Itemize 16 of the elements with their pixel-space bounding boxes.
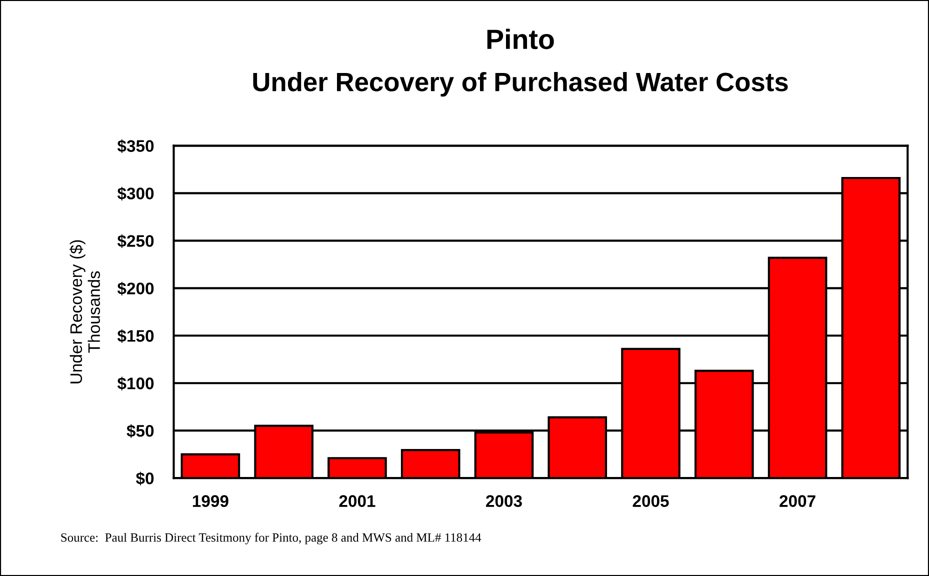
y-tick-label: $200 bbox=[117, 282, 154, 296]
x-tick-label: 2001 bbox=[339, 495, 376, 507]
y-tick-label: $250 bbox=[117, 234, 154, 248]
y-tick-label: $0 bbox=[136, 472, 154, 486]
x-tick-label: 2005 bbox=[632, 495, 669, 507]
x-tick-label: 2003 bbox=[486, 495, 522, 508]
y-tick-label: $150 bbox=[117, 329, 154, 343]
chart-title: Pinto Under Recovery of Purchased Water Costs bbox=[253, 28, 788, 97]
y-tick-label: $350 bbox=[117, 139, 154, 154]
y-tick-label: $300 bbox=[117, 186, 154, 200]
source-note: Source: Paul Burris Direct Tesitmony for Pinto, page 8 and MWS and ML# 118144 bbox=[61, 532, 482, 544]
x-tick-label: 1999 bbox=[192, 495, 228, 507]
y-tick-label: $50 bbox=[126, 424, 154, 438]
y-tick-label: $100 bbox=[117, 376, 154, 390]
y-axis-title: Under Recovery ($) Thousands bbox=[70, 240, 100, 384]
x-tick-label: 2007 bbox=[780, 495, 816, 507]
